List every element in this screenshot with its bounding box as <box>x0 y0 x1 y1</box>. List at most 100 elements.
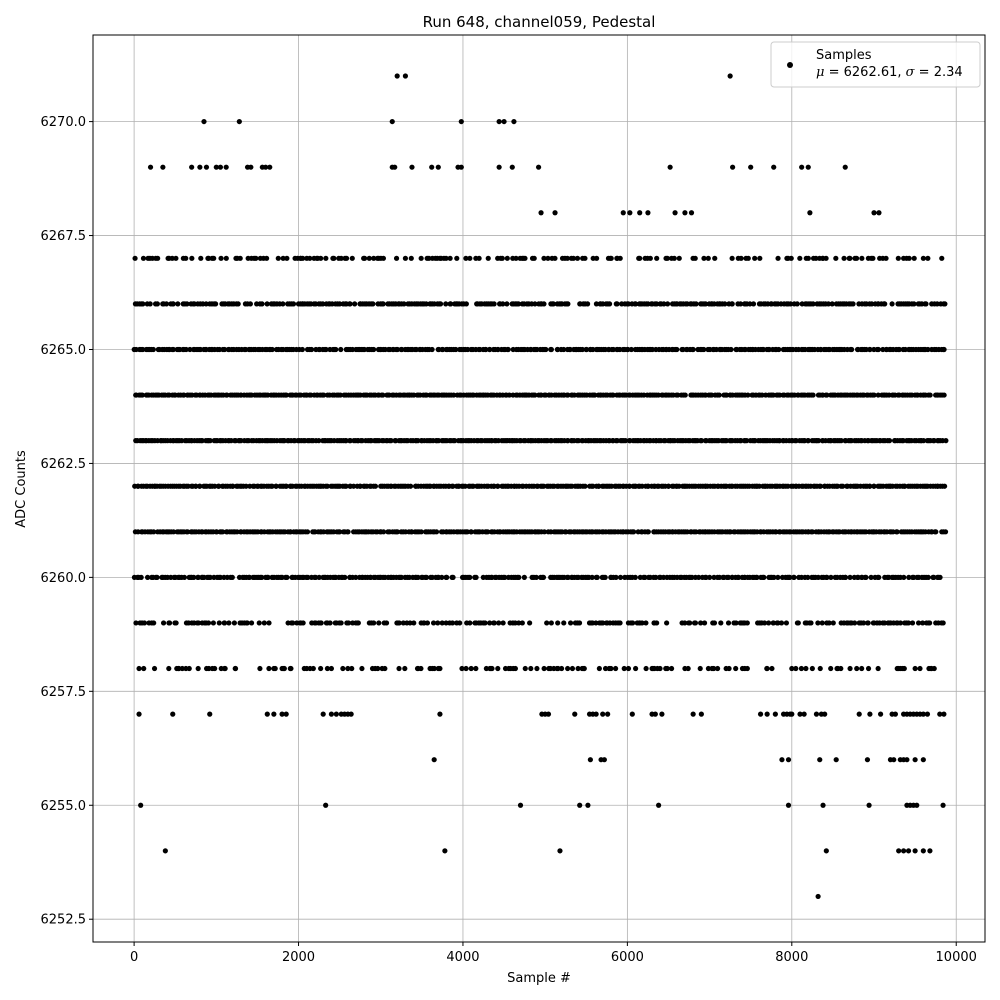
sample-point <box>565 392 571 398</box>
sample-point <box>876 574 882 580</box>
sample-point <box>815 438 822 444</box>
sample-point <box>574 255 581 261</box>
sample-point <box>863 574 869 580</box>
sample-point <box>729 301 735 307</box>
sample-point <box>283 392 289 398</box>
sample-point <box>229 574 235 580</box>
sample-point <box>283 483 289 489</box>
sample-point <box>942 529 949 535</box>
sample-point <box>273 483 279 489</box>
sample-point <box>183 346 189 353</box>
legend-mu-value: 6262.61 <box>844 65 898 80</box>
sample-point <box>923 301 929 307</box>
y-tick-label: 6252.5 <box>41 913 87 928</box>
sample-point <box>892 711 898 717</box>
sample-point <box>531 255 537 261</box>
sample-point <box>382 665 388 672</box>
sample-point <box>483 665 489 672</box>
sample-point <box>647 255 653 261</box>
sample-point <box>901 574 907 580</box>
sample-point <box>941 346 947 353</box>
sample-point <box>901 848 907 854</box>
y-tick-label: 6265.0 <box>41 343 87 358</box>
sample-point <box>557 848 563 854</box>
sample-point <box>906 574 912 580</box>
sample-point <box>805 164 811 170</box>
sample-point <box>246 574 253 580</box>
sample-point <box>722 301 728 307</box>
sample-point <box>407 620 413 626</box>
sample-point <box>637 210 643 216</box>
sample-point <box>805 438 811 444</box>
sample-point <box>132 255 138 261</box>
sample-point <box>567 620 574 626</box>
sample-point <box>300 255 306 261</box>
sample-point <box>864 757 871 763</box>
sample-point <box>776 346 782 353</box>
sample-point <box>744 620 750 626</box>
sample-point <box>778 620 785 626</box>
sample-point <box>437 665 443 672</box>
sample-point <box>307 255 313 261</box>
sample-point <box>541 529 548 535</box>
sample-point <box>867 711 873 717</box>
sample-point <box>868 574 874 580</box>
sample-point <box>185 529 191 535</box>
sample-point <box>894 529 900 535</box>
sample-point <box>860 620 867 626</box>
sample-point <box>501 118 507 125</box>
legend-sigma-symbol: σ <box>906 65 916 80</box>
sample-point <box>232 665 238 672</box>
sample-point <box>500 620 506 626</box>
sample-point <box>788 255 794 261</box>
sample-point <box>448 301 454 307</box>
sample-point <box>257 665 263 672</box>
sample-point <box>528 665 534 672</box>
sample-point <box>183 255 189 261</box>
sample-point <box>883 255 889 261</box>
sample-point <box>748 164 754 170</box>
sample-point <box>513 255 519 261</box>
y-axis-label: ADC Counts <box>14 450 29 528</box>
sample-point <box>672 210 678 216</box>
sample-point <box>284 255 290 261</box>
sample-point <box>237 255 243 261</box>
sample-point <box>791 574 797 580</box>
sample-point <box>871 483 877 489</box>
sample-point <box>842 164 848 170</box>
sample-point <box>824 574 830 580</box>
sample-point <box>271 711 277 717</box>
sample-point <box>789 711 795 717</box>
sample-point <box>383 620 390 626</box>
sample-point <box>394 73 400 79</box>
sample-point <box>271 665 277 672</box>
y-tick-label: 6257.5 <box>41 685 87 700</box>
sample-point <box>265 574 271 580</box>
sample-point <box>744 665 750 672</box>
sample-point <box>627 210 633 216</box>
sample-point <box>491 301 497 307</box>
sample-point <box>166 620 173 626</box>
sample-point <box>783 620 790 626</box>
sample-point <box>612 665 619 672</box>
sample-point <box>600 711 606 717</box>
sample-point <box>415 574 421 580</box>
sample-point <box>931 574 937 580</box>
sample-point <box>896 346 902 353</box>
sample-point <box>682 620 688 626</box>
sample-point <box>801 711 807 717</box>
sample-point <box>761 574 767 580</box>
sample-point <box>714 665 721 672</box>
sample-point <box>218 255 224 261</box>
sample-point <box>447 255 453 261</box>
sample-point <box>664 620 670 626</box>
sample-point <box>752 255 758 261</box>
sample-point <box>766 620 772 626</box>
sample-point <box>243 483 249 489</box>
sample-point <box>485 255 491 261</box>
sample-point <box>195 620 202 626</box>
y-tick-label: 6270.0 <box>41 115 87 130</box>
sample-point <box>408 255 414 261</box>
sample-point <box>263 164 269 170</box>
sample-point <box>221 620 228 626</box>
